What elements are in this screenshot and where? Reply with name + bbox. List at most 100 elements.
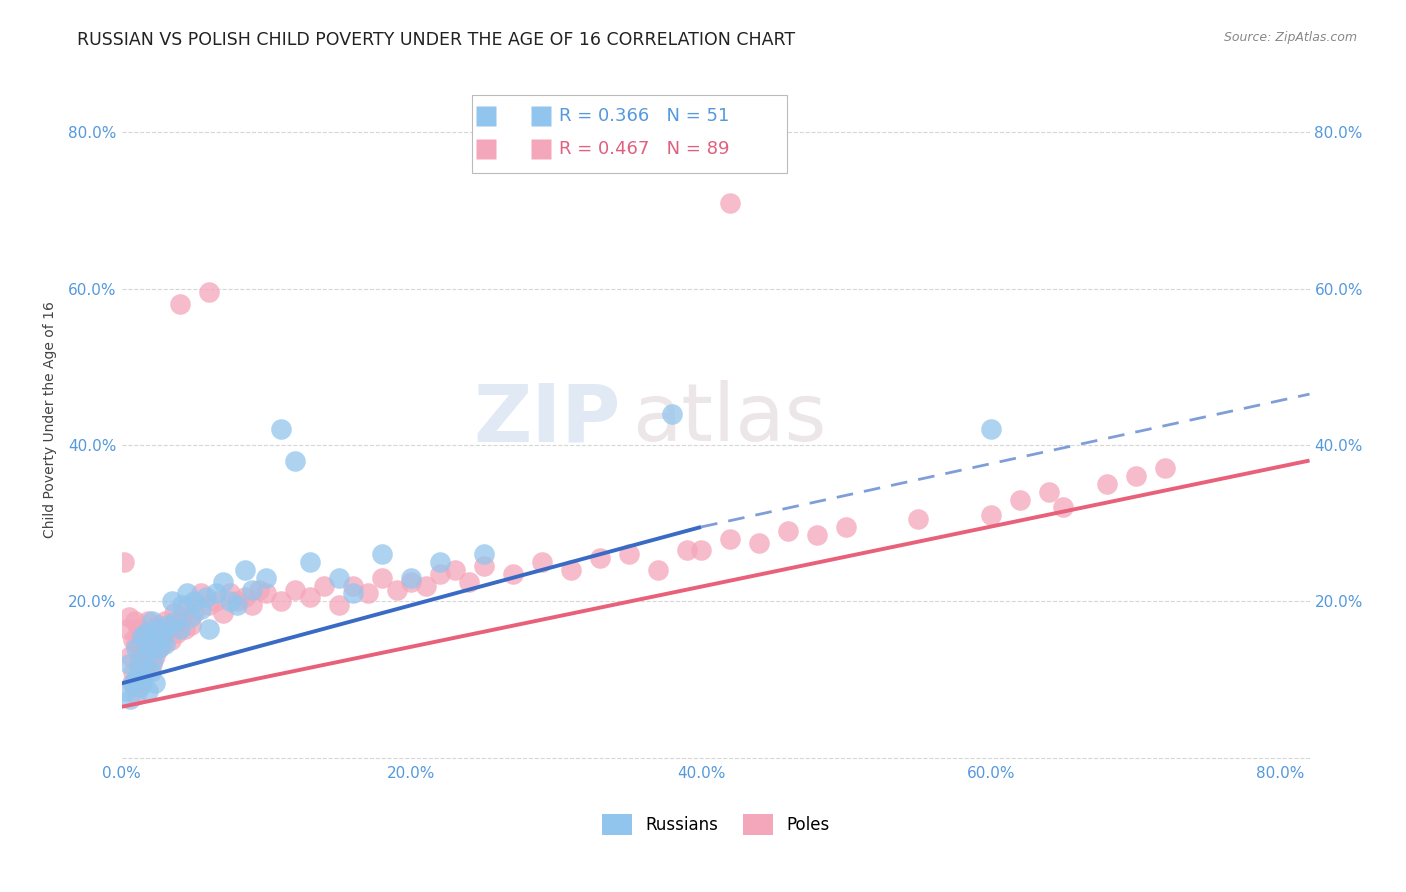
Point [212, 574, 235, 589]
Point [197, 598, 219, 612]
Point [233, 563, 256, 577]
Point [122, 676, 145, 690]
Point [134, 648, 156, 663]
Point [472, 547, 495, 561]
Point [131, 630, 153, 644]
Point [183, 594, 205, 608]
Point [143, 648, 166, 663]
Point [150, 630, 173, 644]
Point [127, 622, 149, 636]
Point [560, 563, 582, 577]
Point [197, 285, 219, 300]
Point [138, 637, 160, 651]
Point [219, 586, 242, 600]
Point [139, 630, 162, 644]
Point [401, 571, 423, 585]
Point [1153, 461, 1175, 475]
Point [415, 579, 437, 593]
Point [385, 582, 408, 597]
Point [150, 637, 173, 651]
Point [197, 622, 219, 636]
Point [806, 528, 828, 542]
Point [128, 661, 150, 675]
Point [342, 579, 364, 593]
Point [190, 602, 212, 616]
Point [675, 543, 697, 558]
FancyBboxPatch shape [472, 95, 787, 173]
Point [146, 617, 169, 632]
Point [115, 684, 138, 698]
Text: atlas: atlas [633, 381, 827, 458]
Point [180, 617, 202, 632]
Point [835, 520, 858, 534]
Point [128, 653, 150, 667]
Point [256, 571, 278, 585]
Point [748, 535, 770, 549]
Point [169, 297, 191, 311]
Point [314, 579, 336, 593]
Point [124, 614, 146, 628]
Point [180, 610, 202, 624]
Point [136, 684, 159, 698]
Point [212, 606, 235, 620]
Point [371, 547, 394, 561]
Point [166, 625, 188, 640]
Point [114, 555, 136, 569]
Point [142, 653, 165, 667]
Point [160, 633, 183, 648]
Point [134, 625, 156, 640]
Point [141, 614, 163, 628]
Point [148, 641, 170, 656]
Point [247, 582, 270, 597]
Point [458, 574, 481, 589]
Point [153, 637, 176, 651]
Point [980, 508, 1002, 523]
Point [156, 622, 179, 636]
Point [718, 195, 741, 210]
Point [122, 633, 145, 648]
Point [980, 422, 1002, 436]
Point [907, 512, 929, 526]
Y-axis label: Child Poverty Under the Age of 16: Child Poverty Under the Age of 16 [44, 301, 58, 538]
Point [661, 407, 683, 421]
Point [169, 614, 191, 628]
Point [120, 648, 142, 663]
Point [125, 641, 148, 656]
Point [121, 676, 143, 690]
Point [125, 688, 148, 702]
Point [270, 594, 292, 608]
Point [1052, 500, 1074, 515]
Legend: Russians, Poles: Russians, Poles [595, 807, 837, 841]
Point [117, 622, 139, 636]
Point [177, 598, 200, 612]
Point [429, 566, 451, 581]
Point [135, 661, 157, 675]
Point [240, 582, 263, 597]
Text: R = 0.467   N = 89: R = 0.467 N = 89 [558, 140, 730, 158]
Point [690, 543, 713, 558]
Text: Source: ZipAtlas.com: Source: ZipAtlas.com [1223, 31, 1357, 45]
Point [141, 657, 163, 671]
Point [1125, 469, 1147, 483]
Point [146, 622, 169, 636]
Point [148, 641, 170, 656]
Point [165, 614, 187, 628]
Point [270, 422, 292, 436]
Point [145, 633, 167, 648]
Point [172, 610, 194, 624]
Point [1038, 484, 1060, 499]
Point [138, 641, 160, 656]
Point [502, 566, 524, 581]
Point [136, 614, 159, 628]
Point [1008, 492, 1031, 507]
Point [172, 598, 194, 612]
Point [129, 637, 152, 651]
Text: RUSSIAN VS POLISH CHILD POVERTY UNDER THE AGE OF 16 CORRELATION CHART: RUSSIAN VS POLISH CHILD POVERTY UNDER TH… [77, 31, 796, 49]
Point [169, 622, 191, 636]
Point [125, 637, 148, 651]
Point [284, 453, 307, 467]
Point [131, 676, 153, 690]
Point [149, 630, 172, 644]
Point [226, 594, 249, 608]
Point [342, 586, 364, 600]
